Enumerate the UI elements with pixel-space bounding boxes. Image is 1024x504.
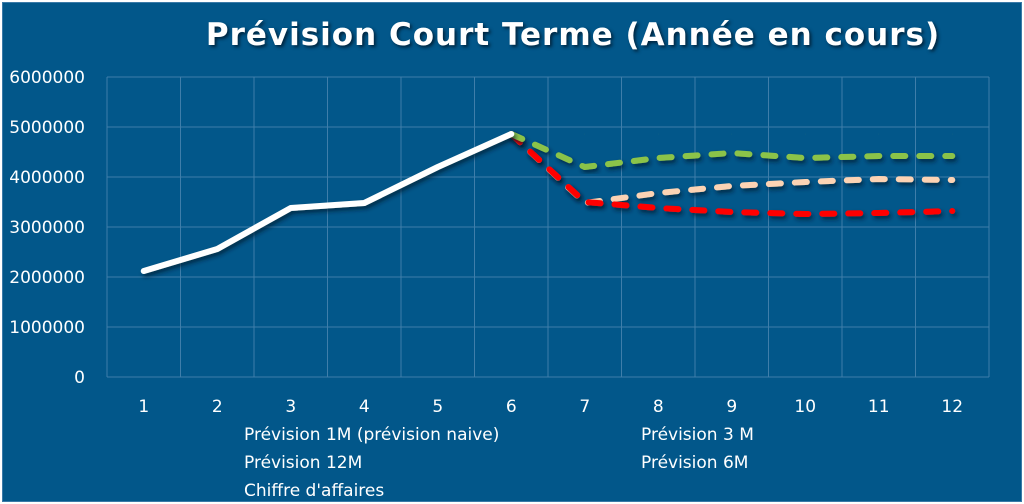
x-tick-label: 1 — [138, 397, 149, 417]
series-line-2 — [508, 131, 956, 217]
legend-label: Prévision 3 M — [641, 425, 754, 445]
y-tick-label: 0 — [74, 368, 85, 388]
y-tick-label: 1000000 — [9, 318, 85, 338]
line-chart: 0 1000000 2000000 3000000 4000000 5000000 6000… — [9, 68, 990, 501]
x-tick-label: 2 — [212, 397, 223, 417]
x-tick-label: 10 — [794, 397, 816, 417]
x-tick-label: 8 — [653, 397, 664, 417]
legend-label: Prévision 12M — [244, 453, 362, 473]
series-line-1 — [508, 131, 956, 170]
x-tick-label: 5 — [432, 397, 443, 417]
series-line-4 — [140, 131, 515, 274]
y-tick-label: 5000000 — [9, 118, 85, 138]
y-tick-label: 6000000 — [9, 68, 85, 88]
x-tick-label: 3 — [285, 397, 296, 417]
x-tick-label: 9 — [726, 397, 737, 417]
x-tick-label: 4 — [359, 397, 370, 417]
y-tick-label: 3000000 — [9, 218, 85, 238]
x-tick-label: 12 — [941, 397, 963, 417]
y-tick-label: 4000000 — [9, 168, 85, 188]
x-tick-label: 11 — [868, 397, 890, 417]
legend-label: Prévision 6M — [641, 453, 748, 473]
chart-title: Prévision Court Terme (Année en cours) — [205, 17, 941, 53]
x-tick-label: 7 — [579, 397, 590, 417]
legend-label: Chiffre d'affaires — [244, 481, 384, 501]
legend-label: Prévision 1M (prévision naive) — [244, 425, 499, 445]
y-tick-label: 2000000 — [9, 268, 85, 288]
x-tick-label: 6 — [506, 397, 517, 417]
